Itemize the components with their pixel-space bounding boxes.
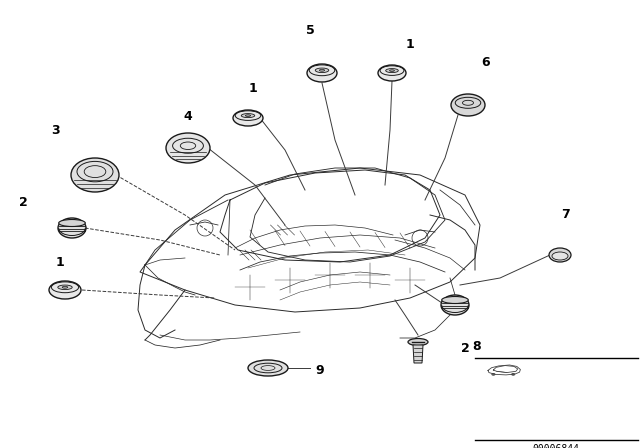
Ellipse shape bbox=[49, 281, 81, 299]
Ellipse shape bbox=[549, 248, 571, 262]
Text: 4: 4 bbox=[184, 111, 193, 124]
Text: 7: 7 bbox=[561, 207, 570, 220]
Ellipse shape bbox=[248, 360, 288, 376]
Text: 2: 2 bbox=[19, 197, 28, 210]
Text: 1: 1 bbox=[248, 82, 257, 95]
Polygon shape bbox=[413, 345, 423, 363]
Ellipse shape bbox=[62, 286, 68, 288]
Ellipse shape bbox=[58, 218, 86, 238]
Ellipse shape bbox=[245, 115, 251, 116]
Ellipse shape bbox=[319, 69, 324, 71]
Text: 3: 3 bbox=[52, 124, 60, 137]
Ellipse shape bbox=[552, 252, 568, 260]
Text: 9: 9 bbox=[315, 363, 324, 376]
Text: 8: 8 bbox=[472, 340, 481, 353]
Text: 5: 5 bbox=[306, 23, 314, 36]
Ellipse shape bbox=[233, 110, 263, 126]
Ellipse shape bbox=[451, 94, 485, 116]
Ellipse shape bbox=[59, 220, 85, 227]
Text: 1: 1 bbox=[56, 257, 65, 270]
Text: 2: 2 bbox=[461, 341, 469, 354]
Ellipse shape bbox=[58, 285, 72, 289]
Ellipse shape bbox=[316, 68, 329, 73]
Ellipse shape bbox=[166, 133, 210, 163]
Text: 6: 6 bbox=[482, 56, 490, 69]
Text: 00006844: 00006844 bbox=[532, 444, 579, 448]
Ellipse shape bbox=[408, 339, 428, 345]
Ellipse shape bbox=[378, 65, 406, 81]
Text: 1: 1 bbox=[406, 39, 414, 52]
Ellipse shape bbox=[390, 70, 394, 71]
Ellipse shape bbox=[71, 158, 119, 192]
Ellipse shape bbox=[442, 297, 468, 303]
Ellipse shape bbox=[307, 64, 337, 82]
Ellipse shape bbox=[386, 69, 398, 73]
Ellipse shape bbox=[241, 114, 255, 117]
Ellipse shape bbox=[441, 295, 469, 315]
